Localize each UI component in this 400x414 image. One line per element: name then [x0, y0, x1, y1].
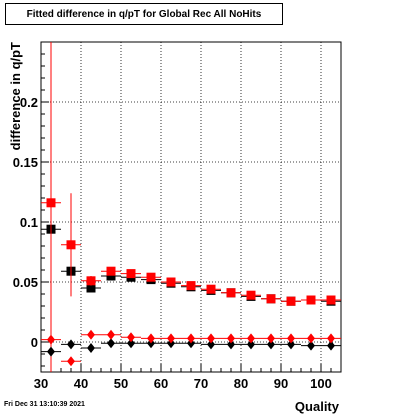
x-axis-label: Quality [295, 399, 340, 414]
data-point [227, 333, 235, 344]
data-point [306, 295, 316, 305]
data-point [287, 339, 295, 350]
data-point [166, 277, 176, 287]
data-point [46, 198, 56, 208]
data-point [147, 333, 155, 344]
data-point [66, 240, 76, 250]
data-point [307, 340, 315, 351]
data-point [106, 271, 116, 281]
data-point [267, 333, 275, 344]
grid-lines [41, 42, 341, 372]
data-series [41, 42, 341, 372]
data-point [86, 283, 96, 293]
data-point [247, 333, 255, 344]
data-point [326, 295, 336, 305]
y-tick-label: 0.1 [20, 215, 38, 230]
x-tick-label: 100 [310, 376, 332, 391]
data-point [267, 339, 275, 350]
data-point [187, 333, 195, 344]
x-ticks: 30 40 50 60 70 80 90 100 [34, 364, 342, 391]
data-point [106, 266, 116, 276]
data-point [206, 284, 216, 294]
data-point [327, 340, 335, 351]
data-point [146, 272, 156, 282]
data-point [87, 329, 95, 340]
plot-frame [40, 41, 342, 373]
data-point [287, 333, 295, 344]
data-point [186, 281, 196, 291]
series-1 [41, 42, 341, 372]
data-point [307, 333, 315, 344]
y-tick-label: 0.2 [20, 95, 38, 110]
y-tick-label: 0.05 [13, 275, 38, 290]
data-point [207, 333, 215, 344]
x-tick-label: 60 [154, 376, 168, 391]
data-point [246, 290, 256, 300]
data-point [167, 333, 175, 344]
data-point [207, 339, 215, 350]
data-point [127, 332, 135, 343]
data-point [226, 288, 236, 298]
data-point [127, 338, 135, 349]
x-tick-label: 90 [274, 376, 288, 391]
data-point [126, 269, 136, 279]
x-tick-label: 80 [234, 376, 248, 391]
data-point [107, 329, 115, 340]
data-point [67, 339, 75, 350]
data-point [247, 339, 255, 350]
data-point [86, 276, 96, 286]
data-point [227, 339, 235, 350]
series-3 [41, 329, 341, 367]
x-tick-label: 40 [74, 376, 88, 391]
y-tick-label: 0.15 [13, 155, 38, 170]
x-tick-label: 50 [114, 376, 128, 391]
data-point [266, 294, 276, 304]
chart-title: Fitted difference in q/pT for Global Rec… [5, 3, 283, 25]
y-tick-label: 0 [31, 335, 38, 350]
x-tick-label: 70 [194, 376, 208, 391]
data-point [286, 296, 296, 306]
timestamp-footer: Fri Dec 31 13:10:39 2021 [4, 401, 85, 408]
data-point [47, 334, 55, 345]
series-0 [41, 224, 341, 306]
data-point [107, 338, 115, 349]
y-axis-label: difference in q/pT [8, 42, 23, 150]
data-point [327, 333, 335, 344]
data-point [67, 356, 75, 367]
data-point [87, 343, 95, 353]
x-tick-label: 30 [34, 376, 48, 391]
y-ticks: 0 0.05 0.1 0.15 0.2 [13, 53, 49, 367]
data-point [47, 346, 55, 357]
